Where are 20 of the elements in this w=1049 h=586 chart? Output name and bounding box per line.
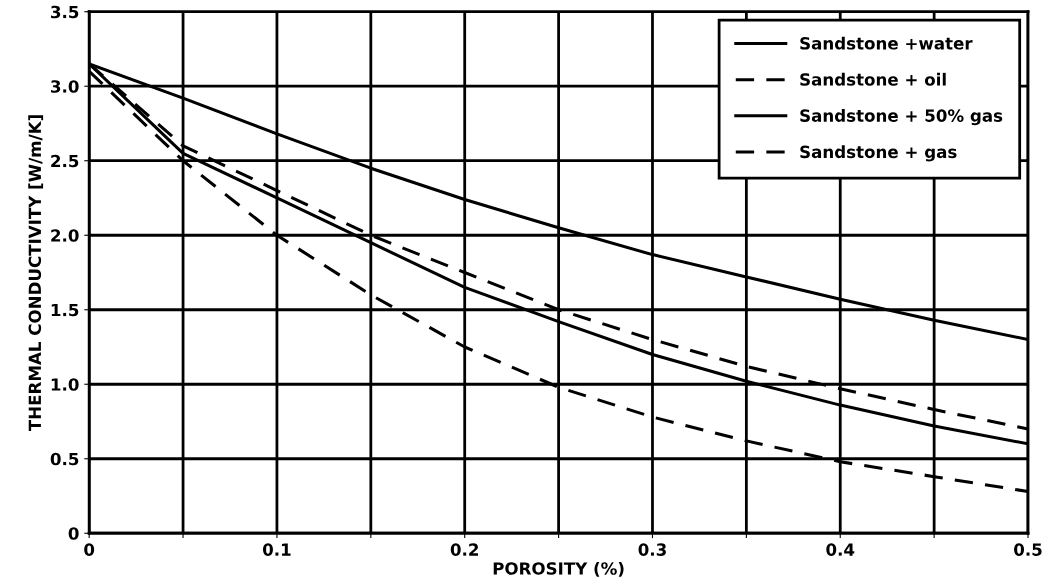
x-tick-label: 0.4 xyxy=(826,543,855,556)
legend-label: Sandstone + 50% gas xyxy=(800,108,1003,126)
y-tick-label: 2.5 xyxy=(51,154,79,168)
y-tick-label: 2.0 xyxy=(51,229,79,242)
x-tick-label: 0.1 xyxy=(262,543,291,556)
legend-label: Sandstone + oil xyxy=(800,72,946,86)
x-tick-label: 0.5 xyxy=(1014,543,1042,556)
x-tick-label: 0 xyxy=(84,543,95,556)
x-tick-label: 0.2 xyxy=(450,543,479,556)
y-tick-label: 3.0 xyxy=(51,80,79,93)
x-axis-title: POROSITY (%) xyxy=(493,561,624,577)
legend-label: Sandstone +water xyxy=(800,36,973,50)
y-tick-label: 1.0 xyxy=(51,378,79,391)
legend-label: Sandstone + gas xyxy=(800,145,957,162)
y-axis-title: THERMAL CONDUCTIVITY [W/m/K] xyxy=(28,115,44,432)
y-tick-label: 1.5 xyxy=(51,303,79,317)
y-tick-label: 0 xyxy=(68,527,79,540)
y-tick-label: 0.5 xyxy=(50,452,79,466)
x-tick-label: 0.3 xyxy=(638,543,666,556)
y-tick-label: 3.5 xyxy=(51,5,79,19)
